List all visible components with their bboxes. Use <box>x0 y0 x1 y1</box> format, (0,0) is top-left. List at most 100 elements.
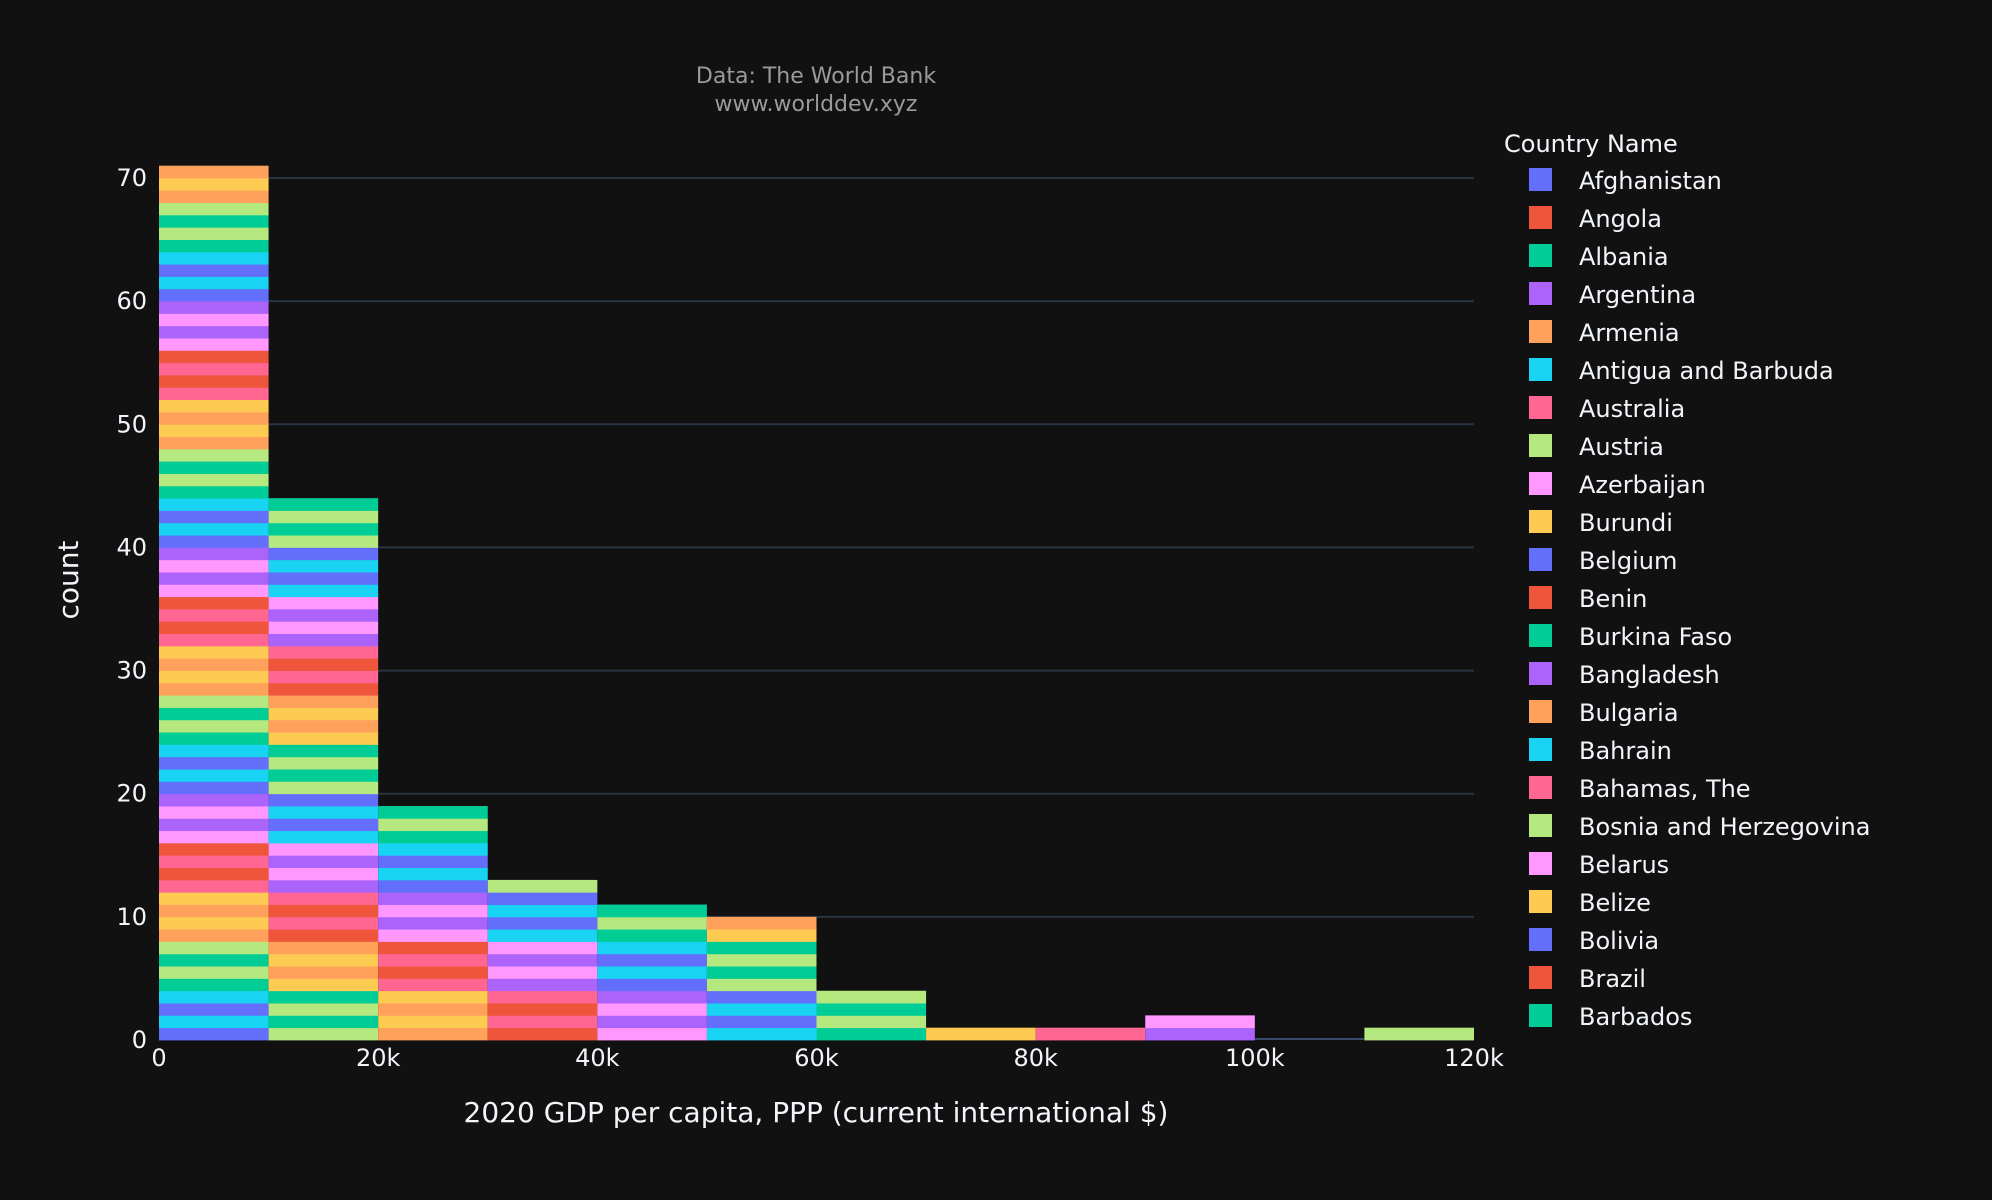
bar-segment[interactable] <box>378 904 488 918</box>
bar-segment[interactable] <box>268 498 379 511</box>
legend-item[interactable]: Austria <box>1529 433 1664 461</box>
legend-item[interactable]: Benin <box>1529 585 1647 613</box>
bar-segment[interactable] <box>268 1015 379 1029</box>
bar-segment[interactable] <box>268 744 379 758</box>
bar-segment[interactable] <box>159 818 269 832</box>
bar-segment[interactable] <box>159 338 269 351</box>
bar-segment[interactable] <box>159 842 269 856</box>
bar-segment[interactable] <box>159 350 269 364</box>
bar-segment[interactable] <box>159 781 269 795</box>
bar-segment[interactable] <box>1145 1015 1255 1029</box>
legend-item[interactable]: Bolivia <box>1529 927 1659 955</box>
bar-segment[interactable] <box>706 1003 817 1016</box>
bar-segment[interactable] <box>159 904 269 918</box>
bar-segment[interactable] <box>706 1027 817 1041</box>
bar-segment[interactable] <box>159 313 269 327</box>
bar-segment[interactable] <box>159 485 269 499</box>
legend-item[interactable]: Burundi <box>1529 509 1673 537</box>
bar-segment[interactable] <box>159 645 269 659</box>
bar-segment[interactable] <box>597 1003 707 1016</box>
bar-segment[interactable] <box>268 522 379 536</box>
bar-segment[interactable] <box>268 572 379 585</box>
bar-segment[interactable] <box>816 1027 927 1041</box>
bar-segment[interactable] <box>159 239 269 253</box>
bar-segment[interactable] <box>159 522 269 536</box>
legend-item[interactable]: Bahamas, The <box>1529 775 1751 803</box>
bar-segment[interactable] <box>706 1015 817 1029</box>
bar-segment[interactable] <box>597 941 707 955</box>
bar-segment[interactable] <box>268 756 379 770</box>
bar-segment[interactable] <box>159 719 269 733</box>
bar-segment[interactable] <box>378 855 488 868</box>
bar-segment[interactable] <box>159 264 269 277</box>
bar-segment[interactable] <box>268 695 379 708</box>
bar-segment[interactable] <box>159 165 269 179</box>
bar-segment[interactable] <box>816 1015 927 1029</box>
bar-segment[interactable] <box>378 842 488 856</box>
bar-segment[interactable] <box>268 732 379 745</box>
bar-segment[interactable] <box>597 978 707 992</box>
bar-segment[interactable] <box>268 904 379 918</box>
bar-segment[interactable] <box>926 1027 1036 1041</box>
bar-segment[interactable] <box>268 596 379 610</box>
bar-segment[interactable] <box>159 990 269 1004</box>
legend-item[interactable]: Bosnia and Herzegovina <box>1529 813 1870 841</box>
bar-segment[interactable] <box>487 929 598 942</box>
bar-segment[interactable] <box>159 793 269 807</box>
bar-segment[interactable] <box>159 707 269 721</box>
bar-segment[interactable] <box>706 990 817 1004</box>
bar-segment[interactable] <box>268 830 379 844</box>
bar-segment[interactable] <box>159 325 269 339</box>
bar-segment[interactable] <box>487 1015 598 1029</box>
bar-segment[interactable] <box>268 929 379 942</box>
bar-segment[interactable] <box>268 978 379 992</box>
bar-segment[interactable] <box>487 904 598 918</box>
legend-item[interactable]: Bangladesh <box>1529 661 1720 689</box>
legend-item[interactable]: Bulgaria <box>1529 699 1679 727</box>
bar-segment[interactable] <box>159 966 269 979</box>
bar-segment[interactable] <box>268 855 379 868</box>
bar-segment[interactable] <box>378 916 488 930</box>
bar-segment[interactable] <box>597 916 707 930</box>
bar-segment[interactable] <box>159 1003 269 1016</box>
bar-segment[interactable] <box>159 682 269 696</box>
bar-segment[interactable] <box>268 769 379 782</box>
bar-segment[interactable] <box>487 941 598 955</box>
bar-segment[interactable] <box>378 966 488 979</box>
bar-segment[interactable] <box>268 781 379 795</box>
bar-segment[interactable] <box>378 1015 488 1029</box>
bar-segment[interactable] <box>378 1027 488 1041</box>
bar-segment[interactable] <box>268 842 379 856</box>
bar-segment[interactable] <box>159 424 269 437</box>
bar-segment[interactable] <box>597 953 707 967</box>
bar-segment[interactable] <box>159 559 269 573</box>
bar-segment[interactable] <box>159 892 269 905</box>
bar-segment[interactable] <box>268 559 379 573</box>
bar-segment[interactable] <box>268 879 379 893</box>
bar-segment[interactable] <box>487 892 598 905</box>
bar-segment[interactable] <box>268 916 379 930</box>
bar-segment[interactable] <box>378 990 488 1004</box>
bar-segment[interactable] <box>268 609 379 622</box>
legend-item[interactable]: Bahrain <box>1529 737 1672 765</box>
bar-segment[interactable] <box>159 288 269 302</box>
bar-segment[interactable] <box>159 251 269 265</box>
bar-segment[interactable] <box>159 953 269 967</box>
bar-segment[interactable] <box>378 892 488 905</box>
bar-segment[interactable] <box>159 498 269 511</box>
bar-segment[interactable] <box>378 1003 488 1016</box>
bar-segment[interactable] <box>159 461 269 474</box>
bar-segment[interactable] <box>268 941 379 955</box>
bar-segment[interactable] <box>268 707 379 721</box>
bar-segment[interactable] <box>159 695 269 708</box>
bar-segment[interactable] <box>378 830 488 844</box>
bar-segment[interactable] <box>159 744 269 758</box>
bar-segment[interactable] <box>159 535 269 548</box>
legend-item[interactable]: Belize <box>1529 889 1651 917</box>
legend-item[interactable]: Australia <box>1529 395 1685 423</box>
bar-segment[interactable] <box>159 227 269 240</box>
bar-segment[interactable] <box>159 375 269 388</box>
bar-segment[interactable] <box>706 941 817 955</box>
bar-segment[interactable] <box>159 178 269 191</box>
bar-segment[interactable] <box>597 929 707 942</box>
